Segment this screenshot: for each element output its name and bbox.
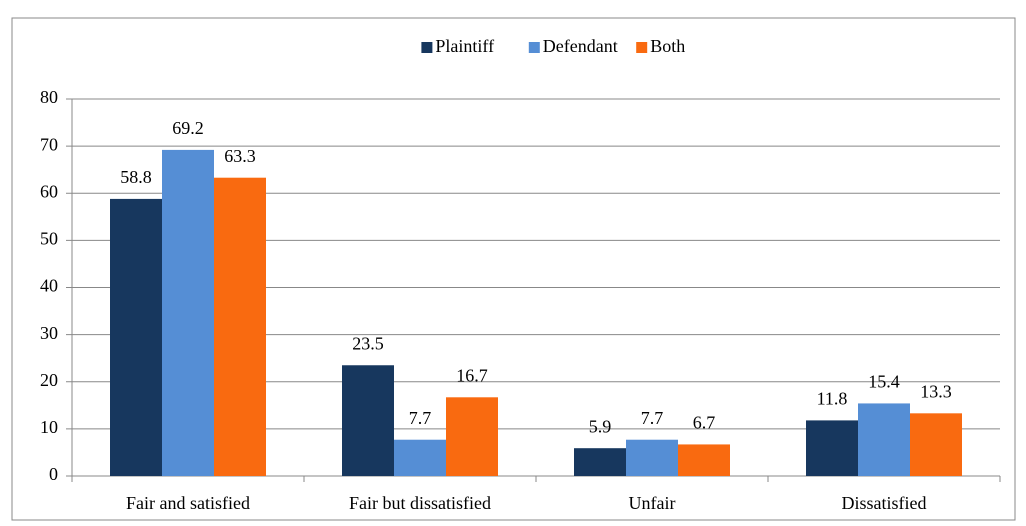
y-tick-label: 80	[40, 87, 58, 107]
y-tick-label: 40	[40, 276, 58, 296]
legend-label: Both	[650, 36, 685, 56]
value-label: 58.8	[120, 167, 152, 187]
bar	[910, 413, 962, 476]
legend-label: Defendant	[543, 36, 618, 56]
value-label: 13.3	[920, 381, 952, 401]
value-label: 5.9	[589, 416, 612, 436]
value-label: 11.8	[817, 389, 848, 409]
x-tick-label: Fair and satisfied	[126, 493, 250, 513]
bar	[626, 439, 678, 476]
y-tick-label: 20	[40, 370, 58, 390]
value-label: 7.7	[641, 408, 664, 428]
bar	[806, 420, 858, 476]
x-tick-label: Unfair	[629, 493, 676, 513]
legend-label: Plaintiff	[435, 36, 494, 56]
value-label: 16.7	[456, 365, 488, 385]
bar	[342, 365, 394, 476]
bar	[110, 198, 162, 476]
bar	[574, 448, 626, 476]
value-label: 7.7	[409, 408, 432, 428]
x-tick-label: Dissatisfied	[842, 493, 927, 513]
value-label: 15.4	[868, 372, 900, 392]
y-tick-label: 0	[49, 464, 58, 484]
value-label: 69.2	[172, 118, 204, 138]
value-label: 6.7	[693, 413, 716, 433]
bar	[446, 397, 498, 476]
bar	[858, 403, 910, 476]
value-label: 63.3	[224, 146, 256, 166]
y-tick-label: 60	[40, 181, 58, 201]
y-tick-label: 30	[40, 323, 58, 343]
bar	[162, 149, 214, 476]
value-label: 23.5	[352, 333, 384, 353]
legend-swatch	[528, 42, 540, 53]
y-tick-label: 50	[40, 229, 58, 249]
bar	[678, 444, 730, 476]
legend-swatch	[421, 42, 433, 53]
y-tick-label: 70	[40, 134, 58, 154]
legend-swatch	[636, 42, 648, 53]
bar	[394, 439, 446, 476]
bar	[214, 177, 266, 477]
x-tick-label: Fair but dissatisfied	[349, 493, 491, 513]
y-tick-label: 10	[40, 417, 58, 437]
